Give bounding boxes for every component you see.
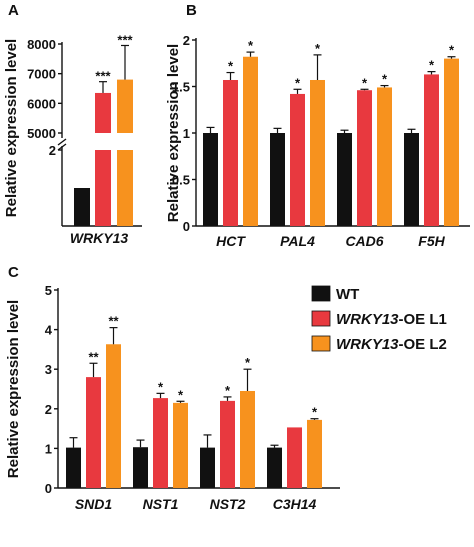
panel-c-ylabel: Relative expression level (5, 300, 22, 478)
panel-a-ylabel: Relative expression level (3, 39, 20, 217)
panel-label-a: A (8, 2, 19, 19)
panel-b-bar-l2 (243, 56, 258, 226)
panel-c-y-tick-label: 1 (45, 441, 52, 456)
panel-b-significance: * (362, 75, 368, 90)
panel-c-bar-l2 (106, 344, 121, 488)
panel-b-bar-l1 (223, 79, 238, 227)
panel-a-bar-l1 (95, 150, 111, 226)
panel-c-bar-wt (200, 447, 215, 488)
legend-label-wt: WT (336, 286, 359, 303)
panel-c-y-tick-label: 0 (45, 481, 52, 496)
panel-b-bar-wt (203, 133, 218, 226)
panel-c-bar-wt (267, 447, 282, 488)
legend-swatch-l2 (311, 335, 331, 352)
panel-b-bar-l1 (357, 90, 372, 226)
panel-c-significance: * (158, 379, 164, 394)
panel-a-axis-break-1 (57, 138, 67, 146)
legend-swatch-wt (311, 285, 331, 302)
panel-c-category-label: SND1 (75, 496, 113, 512)
panel-b-category-label: PAL4 (280, 233, 315, 249)
panel-c-bar-l2 (173, 402, 188, 488)
panel-a-bar-l1-upper (95, 92, 111, 133)
panel-b-y-tick-label: 0.5 (172, 173, 190, 188)
panel-c-bar-l2 (307, 419, 322, 488)
panel-a-category-label: WRKY13 (70, 230, 129, 246)
panel-b-category-label: CAD6 (345, 233, 383, 249)
panel-a-bar-wt (74, 188, 90, 226)
panel-c-category-label: C3H14 (273, 496, 317, 512)
panel-c-bar-l1 (287, 427, 302, 488)
legend-swatch-l1 (311, 310, 331, 327)
panel-c-y-tick-label: 4 (45, 323, 53, 338)
panel-c-bar-wt (133, 447, 148, 488)
panel-a-bar-l2-upper (117, 79, 133, 133)
legend-label-l2: WRKY13-OE L2 (336, 336, 447, 353)
panel-c-bar-l2 (240, 390, 255, 488)
panel-c-bar-l1 (86, 377, 101, 488)
panel-b-ylabel: Relative expression level (165, 44, 182, 222)
panel-b-significance: * (248, 38, 254, 53)
panel-a-y-tick-label: 5000 (27, 126, 56, 141)
panel-b-y-tick-label: 2 (183, 33, 190, 48)
panel-b-bar-l2 (310, 79, 325, 227)
panel-c-bar-l1 (220, 400, 235, 488)
panel-c-category-label: NST2 (210, 496, 246, 512)
panel-label-c: C (8, 264, 19, 281)
panel-b-significance: * (295, 75, 301, 90)
panel-a-y-tick-label: 6000 (27, 96, 56, 111)
panel-a-y-tick-label: 7000 (27, 67, 56, 82)
panel-a-y-tick-label: 8000 (27, 37, 56, 52)
panel-c-significance: ** (108, 314, 119, 329)
panel-c-significance: * (312, 405, 318, 420)
legend-label-l1: WRKY13-OE L1 (336, 311, 447, 328)
panel-b-y-tick-label: 1.5 (172, 80, 190, 95)
panel-b-significance: * (228, 59, 234, 74)
panel-b-significance: * (315, 41, 321, 56)
panel-c-significance: * (178, 387, 184, 402)
panel-c-significance: ** (88, 349, 99, 364)
panel-a-significance: *** (95, 69, 111, 84)
panel-b-bar-l1 (290, 93, 305, 226)
panel-c-y-tick-label: 3 (45, 362, 52, 377)
panel-c-y-tick-label: 2 (45, 402, 52, 417)
panel-label-b: B (186, 2, 197, 19)
panel-b-category-label: F5H (418, 233, 445, 249)
panel-b-bar-wt (270, 133, 285, 226)
panel-c-category-label: NST1 (143, 496, 179, 512)
panel-b-bar-wt (404, 133, 419, 226)
panel-a-bar-l2 (117, 150, 133, 226)
panel-b-category-label: HCT (216, 233, 246, 249)
panel-a-y-tick-label: 2 (49, 143, 56, 158)
panel-c-y-tick-label: 5 (45, 283, 52, 298)
panel-b-bar-l1 (424, 74, 439, 226)
panel-c-bar-wt (66, 447, 81, 488)
panel-b-significance: * (382, 72, 388, 87)
panel-c-significance: * (225, 383, 231, 398)
panel-b-significance: * (429, 58, 435, 73)
panel-b-significance: * (449, 43, 455, 58)
panel-b-bar-l2 (377, 87, 392, 227)
panel-b-y-tick-label: 0 (183, 219, 190, 234)
panel-b-bar-wt (337, 133, 352, 226)
panel-c-significance: * (245, 355, 251, 370)
panel-c-bar-l1 (153, 398, 168, 488)
panel-b-y-tick-label: 1 (183, 126, 190, 141)
panel-a-significance: *** (117, 32, 133, 47)
panel-a-axis-break-2 (57, 143, 67, 151)
panel-b-bar-l2 (444, 58, 459, 226)
